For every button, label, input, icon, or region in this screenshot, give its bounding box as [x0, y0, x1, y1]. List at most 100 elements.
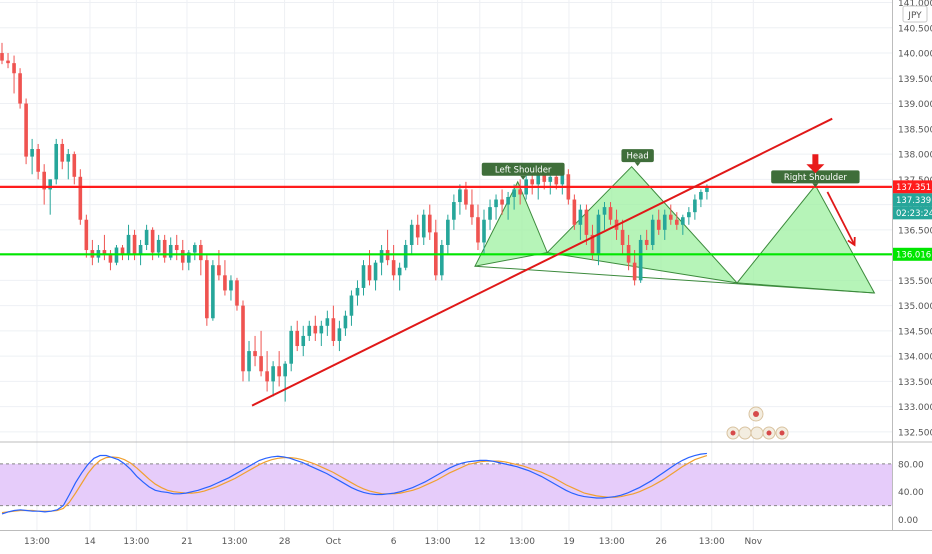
time-tick-label: 14	[84, 537, 96, 547]
time-tick-label: 13:00	[509, 537, 535, 547]
countdown-label-bg	[893, 206, 932, 220]
candle	[373, 260, 378, 291]
candle-body	[235, 280, 239, 306]
candle-body	[138, 244, 143, 256]
time-tick-label: Nov	[745, 537, 763, 547]
candle-body	[205, 260, 209, 319]
candle	[60, 138, 65, 170]
countdown-label: 02:23:24	[893, 206, 932, 220]
candle-body	[253, 351, 257, 357]
candle-body	[530, 179, 535, 185]
candle	[325, 310, 330, 336]
time-tick-label: 13:00	[24, 537, 50, 547]
candle-body	[259, 356, 263, 372]
candle	[650, 214, 655, 251]
symbol-badge[interactable]: JPY	[902, 5, 928, 23]
candle	[693, 194, 697, 220]
candle	[120, 244, 125, 261]
pattern-label-bg	[771, 170, 860, 184]
countdown-label-text: 02:23:24	[896, 209, 932, 219]
candle	[699, 189, 703, 208]
candle	[36, 143, 40, 180]
candle-body	[72, 154, 77, 177]
price-tick-label: 141.000	[898, 0, 932, 9]
candle-body	[271, 366, 275, 382]
candle-body	[470, 204, 474, 218]
candle	[602, 202, 607, 230]
candle-body	[162, 239, 167, 258]
candle-body	[30, 149, 34, 157]
candle	[168, 237, 173, 261]
price-tick-label: 138.500	[898, 125, 932, 135]
candle	[54, 138, 59, 185]
candle-body	[48, 179, 53, 190]
pattern-label-bg	[621, 149, 654, 163]
candle	[638, 234, 643, 283]
candle-body	[144, 229, 149, 245]
candle	[415, 214, 420, 245]
candle	[211, 260, 215, 321]
candle-body	[578, 209, 583, 225]
candle-body	[223, 275, 227, 291]
candle-body	[620, 229, 625, 245]
candle	[668, 204, 673, 225]
candle	[66, 149, 71, 180]
candle-body	[536, 174, 541, 185]
candle-body	[180, 250, 185, 263]
price-tick-label: 138.000	[898, 151, 932, 161]
candle-body	[458, 189, 462, 203]
candle-body	[150, 229, 155, 253]
price-tick-label: 132.500	[898, 428, 932, 438]
support-price-label-text: 136.016	[896, 250, 931, 260]
candle	[277, 351, 281, 387]
pattern-label-pointer	[520, 175, 527, 180]
candle	[144, 224, 149, 251]
resistance-price-label: 137.351	[893, 180, 932, 194]
pattern-label-pointer	[634, 162, 641, 167]
candle	[409, 219, 414, 256]
event-markers[interactable]	[726, 406, 789, 440]
price-tick-label: 139.500	[898, 75, 932, 85]
candle-body	[415, 224, 420, 238]
candle-body	[349, 295, 354, 316]
oscillator-d-line	[1, 454, 708, 514]
candle-body	[681, 217, 685, 225]
candle-body	[277, 366, 281, 377]
candle-body	[289, 330, 294, 364]
candle-body	[331, 318, 336, 341]
candle	[313, 315, 318, 341]
candle	[337, 320, 342, 352]
candle-body	[301, 335, 306, 347]
oscillator-k-line	[1, 452, 707, 515]
oscillator-band	[0, 463, 892, 506]
candle-body	[307, 325, 312, 336]
candle-body	[584, 209, 589, 235]
candle-body	[12, 63, 16, 74]
candle-body	[66, 154, 71, 162]
candle-body	[247, 351, 251, 372]
price-tick-label: 134.500	[898, 327, 932, 337]
candle	[500, 189, 504, 215]
candle-body	[687, 212, 691, 218]
pattern-label: Head	[621, 149, 654, 167]
candle-body	[199, 244, 203, 261]
candle	[440, 239, 444, 281]
candle	[421, 209, 426, 245]
current-price-label: 137.339	[893, 193, 932, 207]
candle-body	[608, 207, 613, 220]
candle	[482, 209, 486, 256]
candle-body	[488, 207, 492, 220]
candle	[6, 53, 10, 69]
candle-body	[572, 199, 577, 225]
candle-body	[506, 197, 510, 205]
oscillator-tick-label: 80.00	[898, 460, 924, 470]
candle	[476, 204, 480, 251]
time-tick-label: 6	[391, 537, 397, 547]
candle	[253, 335, 257, 367]
projection-arrow-line	[826, 191, 856, 246]
current-price-label-bg	[893, 193, 932, 207]
candle-body	[174, 244, 179, 251]
candle-body	[548, 176, 553, 182]
candle	[301, 325, 306, 357]
